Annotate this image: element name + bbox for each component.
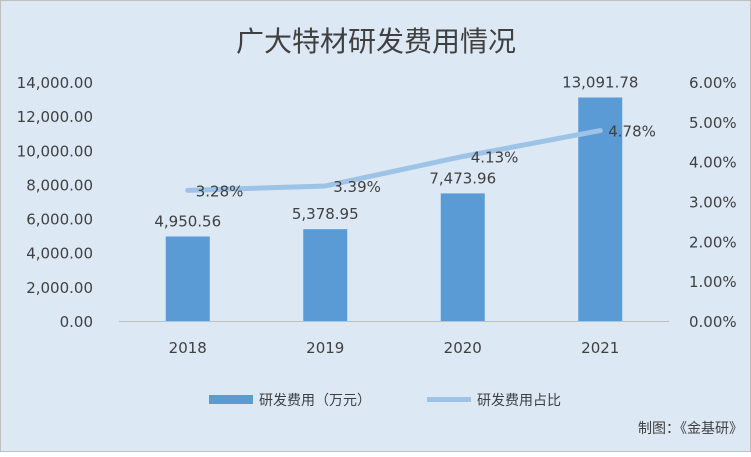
- legend: 研发费用（万元） 研发费用占比: [209, 393, 561, 409]
- bar-data-label: 7,473.96: [429, 169, 496, 187]
- bar: [166, 236, 210, 321]
- y-tick-label: 0.00: [60, 313, 93, 331]
- bar: [441, 193, 485, 321]
- bar: [303, 229, 347, 321]
- y2-tick-label: 0.00%: [689, 313, 737, 331]
- bar-data-label: 5,378.95: [292, 205, 359, 223]
- bar-data-label: 4,950.56: [154, 212, 221, 230]
- y-tick-label: 14,000.00: [17, 74, 93, 92]
- bar-data-label: 13,091.78: [562, 74, 638, 92]
- y-tick-label: 6,000.00: [26, 211, 93, 229]
- chart-title: 广大特材研发费用情况: [236, 25, 516, 58]
- y2-tick-label: 2.00%: [689, 233, 737, 251]
- source-note: 制图：《金基研》: [638, 420, 743, 437]
- y2-tick-label: 6.00%: [689, 74, 737, 92]
- x-tick-label: 2019: [306, 339, 344, 357]
- y2-tick-label: 1.00%: [689, 273, 737, 291]
- line-data-label: 4.78%: [608, 123, 656, 141]
- legend-swatch-bar: [209, 395, 253, 404]
- y2-tick-label: 4.00%: [689, 154, 737, 172]
- line-data-label: 4.13%: [471, 148, 519, 166]
- legend-label-line: 研发费用占比: [477, 393, 561, 409]
- y-tick-label: 10,000.00: [17, 142, 93, 160]
- y-tick-label: 2,000.00: [26, 279, 93, 297]
- y2-tick-label: 3.00%: [689, 194, 737, 212]
- x-tick-label: 2020: [444, 339, 482, 357]
- line-series: [188, 131, 601, 191]
- x-tick-label: 2021: [581, 339, 619, 357]
- line-data-label: 3.28%: [196, 182, 244, 200]
- y-tick-label: 12,000.00: [17, 108, 93, 126]
- y-tick-label: 4,000.00: [26, 245, 93, 263]
- y-tick-label: 8,000.00: [26, 176, 93, 194]
- legend-label-bar: 研发费用（万元）: [259, 393, 371, 409]
- x-tick-label: 2018: [169, 339, 207, 357]
- y2-tick-label: 5.00%: [689, 114, 737, 132]
- line-data-label: 3.39%: [333, 178, 381, 196]
